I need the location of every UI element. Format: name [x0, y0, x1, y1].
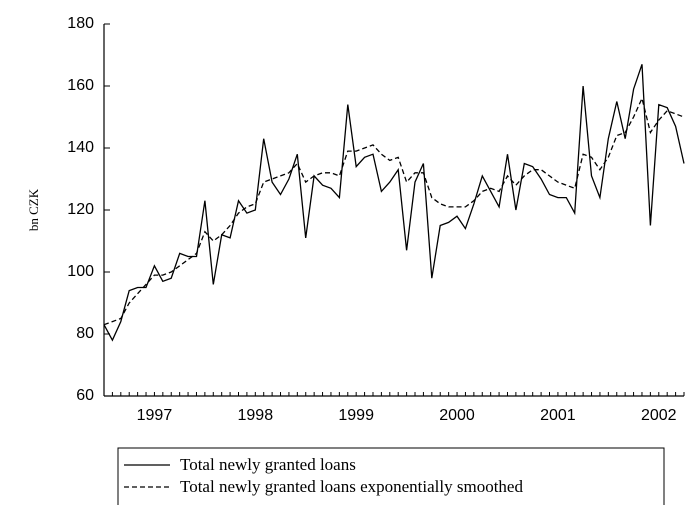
y-tick-label: 120	[67, 201, 94, 218]
series-line	[103, 96, 685, 326]
x-tick-label: 1998	[238, 407, 274, 424]
legend-box	[117, 447, 665, 505]
y-tick-label: 100	[67, 263, 94, 280]
y-tick-label: 160	[67, 77, 94, 94]
y-tick-label: 140	[67, 139, 94, 156]
x-tick-label: 2001	[540, 407, 576, 424]
y-tick-label: 60	[76, 387, 94, 404]
legend-label: Total newly granted loans	[180, 455, 356, 474]
y-tick-label: 180	[67, 15, 94, 32]
legend-label: Total newly granted loans exponentially …	[180, 477, 523, 496]
x-tick-label: 2002	[641, 407, 677, 424]
x-tick-label: 1999	[338, 407, 374, 424]
series-line	[103, 64, 685, 342]
x-tick-label: 1997	[137, 407, 173, 424]
y-axis-label: bn CZK	[26, 188, 41, 231]
x-tick-label: 2000	[439, 407, 475, 424]
y-tick-label: 80	[76, 325, 94, 342]
